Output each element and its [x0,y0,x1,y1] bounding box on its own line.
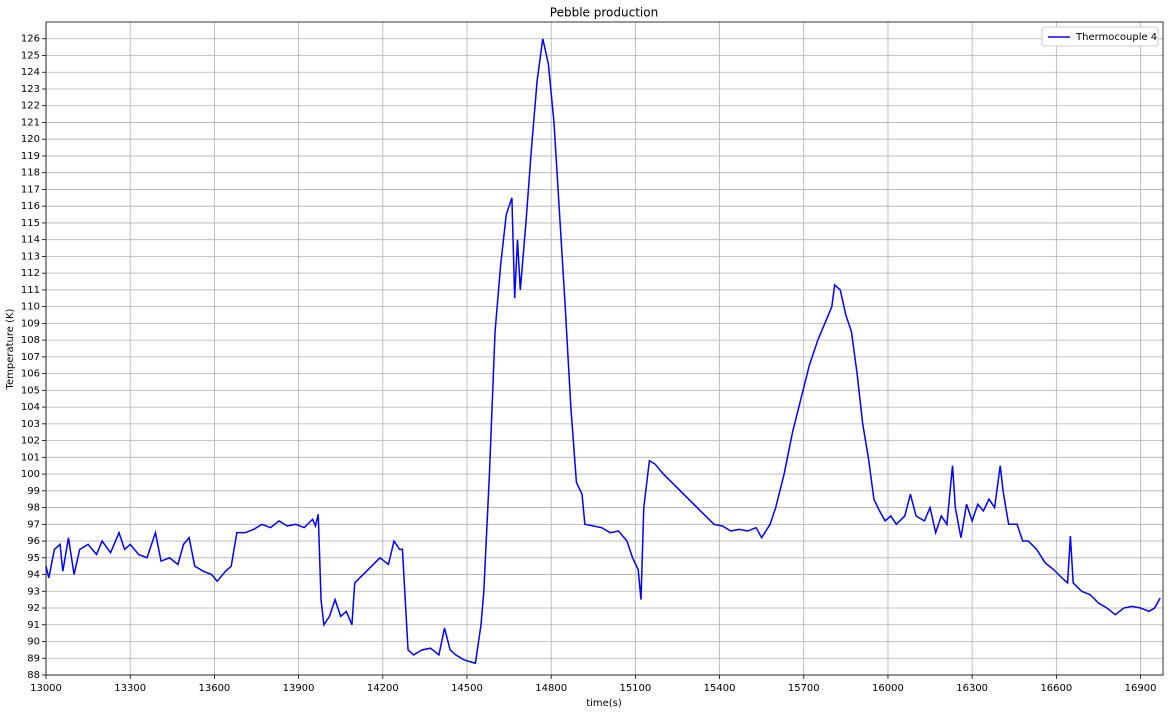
y-tick-label: 124 [21,67,40,78]
x-tick-label: 13000 [30,683,62,694]
y-tick-label: 123 [21,84,40,95]
x-tick-label: 14800 [535,683,567,694]
x-tick-label: 15700 [788,683,820,694]
y-tick-label: 110 [21,302,40,313]
x-tick-label: 13300 [114,683,146,694]
y-tick-label: 118 [21,168,40,179]
y-tick-label: 102 [21,436,40,447]
y-axis-label: Temperature (K) [5,308,16,390]
y-tick-label: 109 [21,318,40,329]
y-tick-label: 117 [21,184,40,195]
x-tick-label: 16900 [1125,683,1157,694]
y-tick-label: 94 [27,570,40,581]
y-tick-label: 96 [27,536,40,547]
y-tick-label: 111 [21,285,40,296]
data-line [45,38,1161,665]
y-tick-label: 91 [27,620,40,631]
x-tick-label: 16600 [1040,683,1072,694]
x-tick-label: 16000 [872,683,904,694]
y-tick-label: 116 [21,201,40,212]
x-axis-label: time(s) [586,698,622,709]
y-tick-label: 100 [21,469,40,480]
x-tick-label: 13600 [198,683,230,694]
y-tick-label: 97 [27,519,40,530]
legend-label: Thermocouple 4 [1075,32,1157,43]
y-tick-label: 99 [27,486,40,497]
x-tick-label: 14200 [367,683,399,694]
y-tick-label: 113 [21,251,40,262]
y-tick-label: 103 [21,419,40,430]
y-tick-label: 125 [21,50,40,61]
x-tick-label: 16300 [956,683,988,694]
y-tick-label: 105 [21,385,40,396]
plot-frame [45,21,1164,676]
y-tick-label: 104 [21,402,40,413]
y-tick-label: 121 [21,117,40,128]
y-tick-label: 114 [21,235,40,246]
y-tick-label: 122 [21,101,40,112]
y-tick-label: 106 [21,369,40,380]
x-tick-label: 15100 [619,683,651,694]
x-tick-label: 14500 [451,683,483,694]
y-tick-label: 126 [21,34,40,45]
chart-title: Pebble production [550,6,658,20]
y-tick-label: 119 [21,151,40,162]
y-tick-label: 98 [27,503,40,514]
y-tick-label: 101 [21,452,40,463]
y-tick-label: 89 [27,653,40,664]
legend-box [1041,26,1159,47]
y-tick-label: 108 [21,335,40,346]
y-tick-label: 95 [27,553,40,564]
y-tick-label: 93 [27,586,40,597]
y-tick-label: 112 [21,268,40,279]
y-tick-label: 88 [27,670,40,681]
x-tick-label: 15400 [704,683,736,694]
y-tick-label: 115 [21,218,40,229]
y-tick-label: 120 [21,134,40,145]
x-tick-label: 13900 [283,683,315,694]
y-tick-label: 90 [27,637,40,648]
y-tick-label: 92 [27,603,40,614]
y-tick-label: 107 [21,352,40,363]
